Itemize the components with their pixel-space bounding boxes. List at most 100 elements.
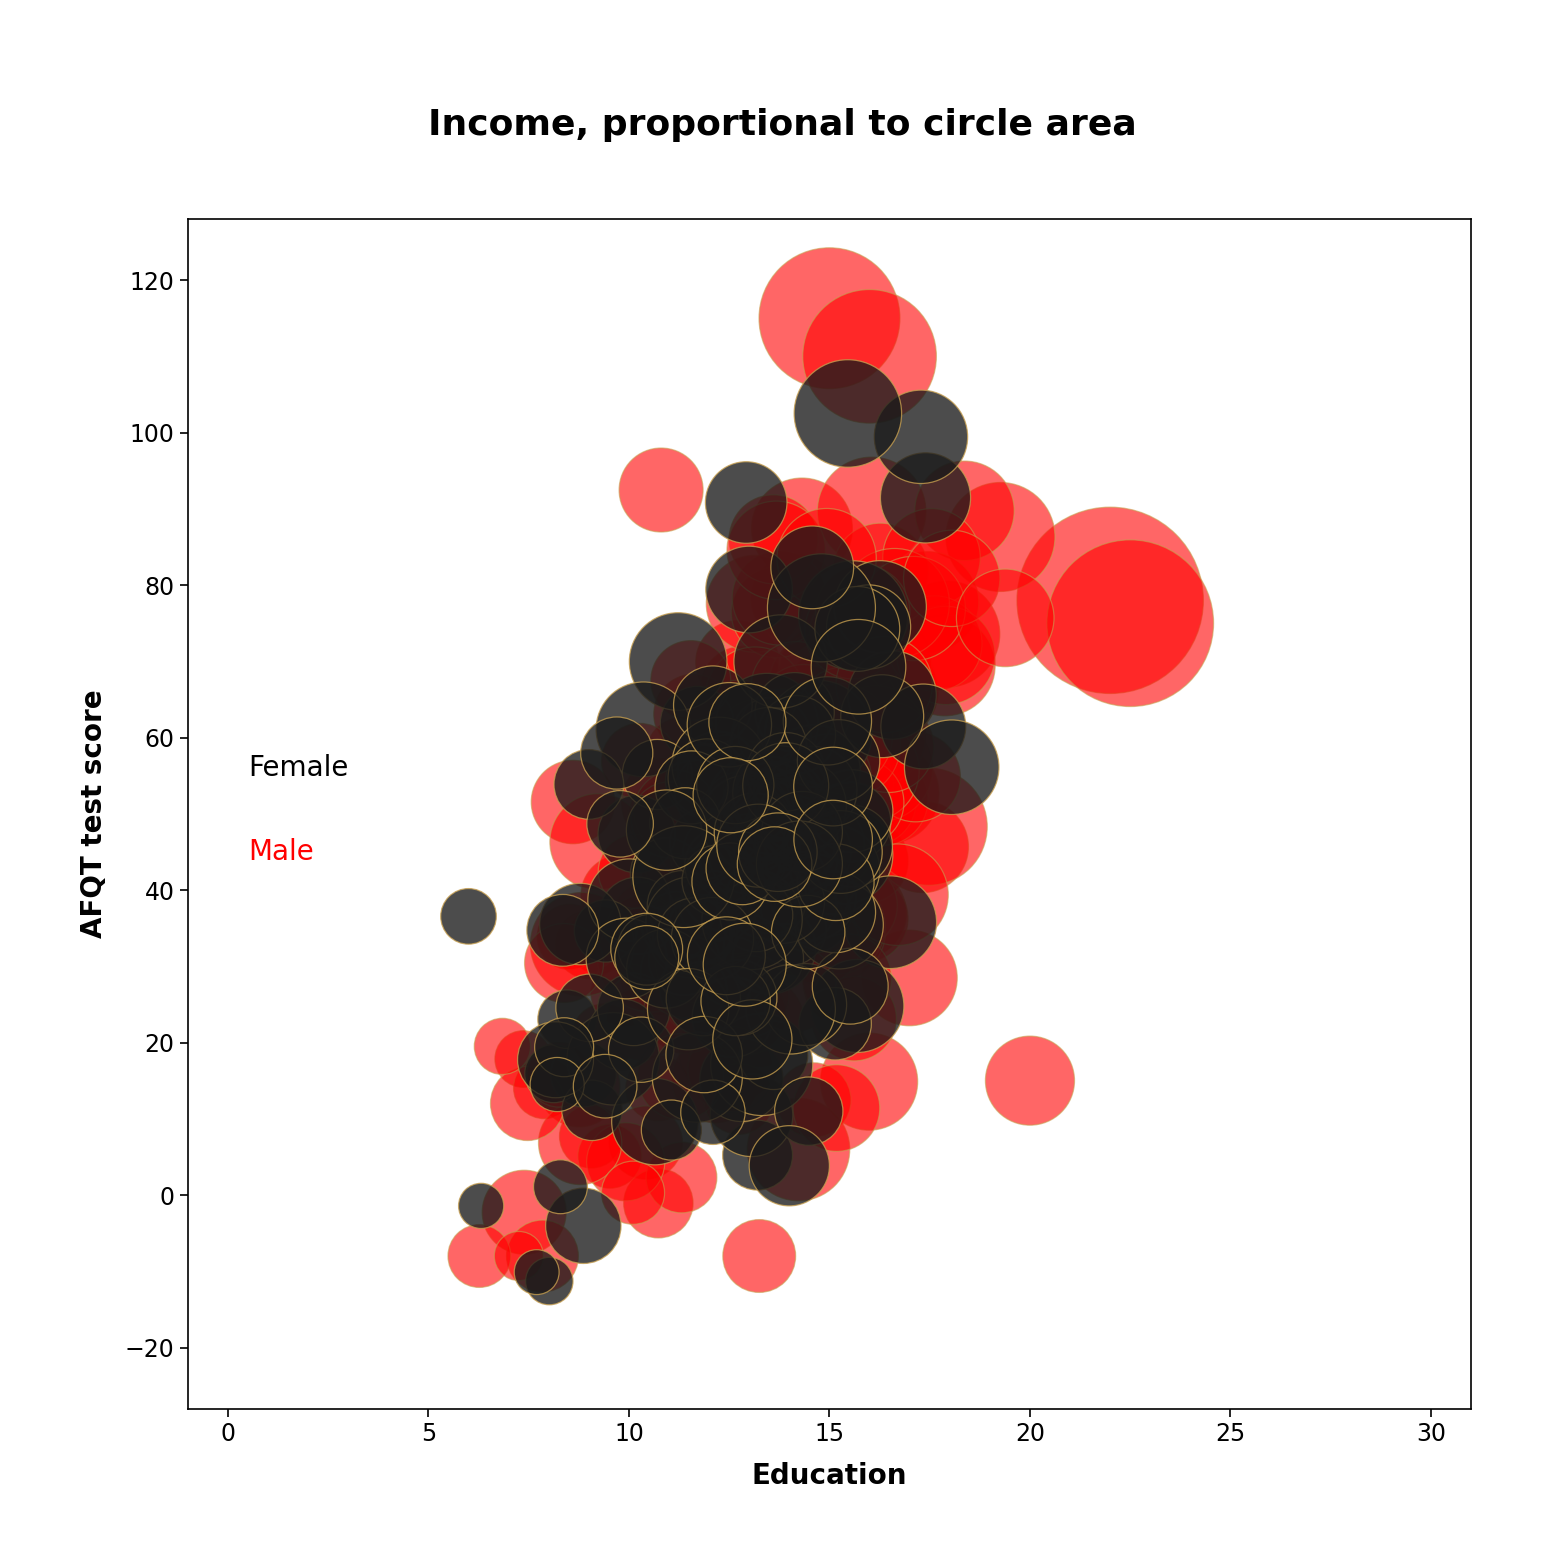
Point [610, 1022, 635, 1047]
Point [736, 759, 761, 784]
Point [664, 800, 689, 825]
Point [711, 876, 736, 901]
Text: Male: Male [247, 837, 313, 865]
Point [664, 914, 689, 939]
Point [757, 787, 782, 812]
Point [736, 709, 761, 734]
Point [685, 1064, 711, 1089]
Point [811, 833, 836, 858]
Point [510, 1047, 535, 1072]
Point [934, 621, 959, 646]
Point [592, 1024, 617, 1049]
Point [728, 831, 753, 856]
Point [773, 773, 798, 798]
Point [707, 753, 732, 778]
Point [620, 1180, 645, 1205]
Point [684, 711, 709, 736]
Point [870, 704, 895, 729]
Point [742, 820, 767, 845]
Point [709, 839, 734, 864]
Point [653, 804, 678, 829]
Point [671, 856, 696, 881]
Point [579, 1097, 604, 1122]
Point [829, 700, 854, 725]
Point [768, 649, 793, 675]
Point [756, 945, 781, 970]
Point [720, 981, 745, 1006]
Point [745, 833, 770, 858]
Point [593, 1074, 618, 1099]
Point [645, 762, 670, 787]
Point [700, 926, 725, 952]
Point [531, 1244, 556, 1269]
Point [703, 781, 728, 806]
Point [867, 653, 892, 678]
Point [822, 919, 847, 944]
Point [709, 912, 734, 937]
Point [801, 1088, 826, 1113]
Point [818, 767, 844, 792]
Point [634, 937, 659, 962]
Point [665, 898, 690, 923]
Point [654, 861, 679, 886]
Point [767, 781, 792, 806]
Point [668, 1064, 693, 1089]
Point [747, 833, 772, 858]
Point [820, 757, 845, 782]
Point [792, 856, 817, 881]
Point [875, 678, 900, 703]
Point [773, 759, 798, 784]
Point [839, 809, 864, 834]
Point [541, 1061, 567, 1086]
Point [853, 848, 878, 873]
Point [692, 1042, 717, 1067]
Point [628, 750, 653, 775]
Point [800, 901, 825, 926]
Point [548, 1174, 573, 1199]
Point [739, 789, 764, 814]
Point [790, 818, 815, 844]
Point [867, 595, 892, 620]
Point [726, 986, 751, 1011]
Point [784, 675, 809, 700]
Point [786, 845, 811, 870]
Point [800, 717, 825, 742]
Point [782, 833, 808, 858]
Point [742, 684, 767, 709]
Point [729, 1067, 754, 1092]
Point [820, 826, 845, 851]
Point [834, 690, 859, 715]
Point [795, 840, 820, 865]
Point [654, 956, 679, 981]
Point [726, 966, 751, 991]
Point [908, 424, 933, 449]
Point [811, 854, 836, 880]
Point [815, 659, 840, 684]
Point [875, 682, 900, 707]
Point [671, 1000, 696, 1025]
Point [681, 953, 706, 978]
Y-axis label: AFQT test score: AFQT test score [80, 690, 108, 937]
Point [659, 1117, 684, 1142]
Point [952, 498, 977, 523]
Point [869, 559, 894, 584]
Point [801, 778, 826, 803]
Point [880, 682, 905, 707]
Point [639, 934, 664, 959]
Point [676, 997, 701, 1022]
Point [507, 1244, 532, 1269]
Point [732, 952, 757, 977]
Point [1097, 588, 1122, 613]
Point [770, 721, 795, 747]
Text: Income, proportional to circle area: Income, proportional to circle area [429, 108, 1136, 142]
Point [593, 919, 618, 944]
Point [570, 931, 595, 956]
Point [579, 1124, 604, 1149]
Point [761, 1042, 786, 1067]
Point [739, 1103, 764, 1128]
Point [654, 790, 679, 815]
Point [817, 305, 842, 330]
Point [833, 773, 858, 798]
Point [765, 840, 790, 865]
Point [532, 1075, 557, 1100]
